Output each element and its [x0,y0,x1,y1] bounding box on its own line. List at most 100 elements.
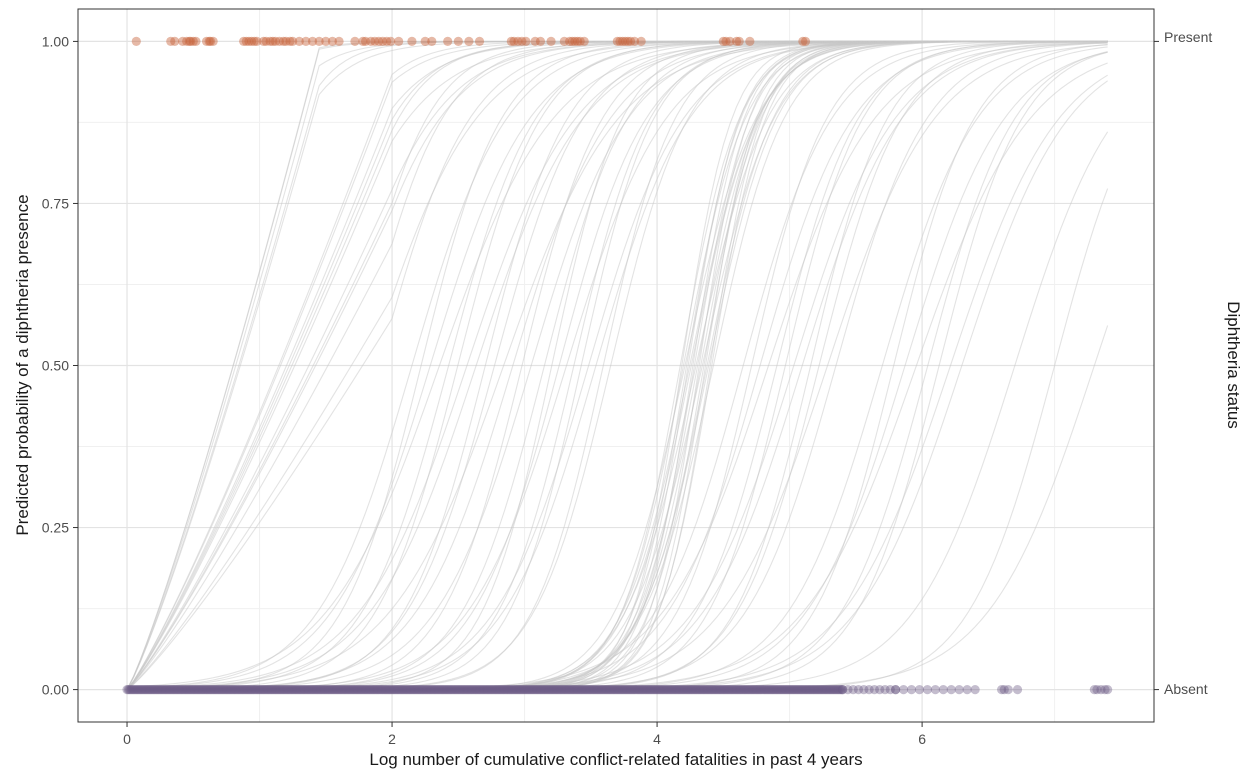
absent-point [579,684,589,695]
absent-point [158,684,168,695]
absent-point [832,684,842,695]
absent-point [810,684,820,695]
present-point [360,36,371,47]
absent-point [615,684,625,695]
absent-point [122,684,132,695]
absent-point [591,684,601,695]
absent-point [606,684,616,695]
absent-point [962,684,972,695]
absent-point [624,684,634,695]
present-point [620,36,630,47]
absent-point [584,684,595,695]
absent-point [294,684,304,695]
absent-point [465,684,475,695]
absent-point [207,684,217,695]
absent-point [127,684,137,695]
absent-point [625,684,636,695]
absent-point [162,684,172,695]
absent-point [759,684,770,695]
absent-point [804,684,815,695]
present-point [521,36,531,47]
prediction-curve [127,40,1108,689]
present-point [249,36,259,47]
absent-point [790,684,800,695]
absent-point [558,684,568,695]
absent-point [661,684,671,695]
absent-point [607,684,617,695]
absent-point [144,684,155,695]
absent-point [515,684,526,695]
absent-point [419,684,429,695]
absent-point [819,684,829,695]
absent-point [164,684,175,695]
absent-point [616,684,626,695]
absent-point [798,684,808,695]
absent-point [802,684,812,695]
absent-point [688,684,698,695]
absent-point [496,684,506,695]
absent-point [561,684,571,695]
absent-point [281,684,291,695]
absent-point [424,684,434,695]
absent-point [282,684,292,695]
absent-point [296,684,306,695]
absent-point [386,684,396,695]
prediction-curve [127,44,1108,691]
present-point [382,36,392,47]
absent-point [423,684,433,695]
present-point [572,36,583,47]
absent-point [368,684,379,695]
absent-point [236,684,246,695]
absent-point [751,684,762,695]
absent-point [812,684,823,695]
present-point [278,36,288,47]
present-point [239,36,249,47]
present-point [464,36,474,47]
absent-point [518,684,528,695]
absent-point [199,684,209,695]
absent-point [400,684,410,695]
absent-point [412,684,422,695]
absent-point [382,684,392,695]
absent-point [803,684,813,695]
absent-point [600,684,610,695]
absent-point [582,684,592,695]
absent-point [519,684,530,695]
absent-point [319,684,330,695]
absent-point [775,684,785,695]
absent-point [828,684,838,695]
absent-point [489,684,499,695]
absent-point [301,684,311,695]
absent-point [436,684,446,695]
absent-point [139,684,149,695]
absent-point [843,684,853,695]
absent-point [686,684,697,695]
absent-point [529,684,539,695]
absent-point [341,684,351,695]
absent-point [399,684,409,695]
absent-point [774,684,784,695]
absent-point [310,684,320,695]
absent-point [484,684,494,695]
present-point [374,36,384,47]
absent-point [337,684,347,695]
absent-point [875,684,885,695]
absent-point [254,684,265,695]
absent-point [769,684,779,695]
absent-point [761,684,771,695]
absent-point [1089,684,1099,695]
absent-point [667,684,677,695]
absent-point [791,684,801,695]
absent-point [706,684,717,695]
absent-point [533,684,543,695]
absent-point [142,684,152,695]
absent-point [179,684,189,695]
absent-point [134,684,144,695]
absent-point [753,684,763,695]
absent-point [228,684,238,695]
absent-point [485,684,495,695]
x-tick-label: 4 [653,731,661,747]
present-point [509,36,519,47]
absent-point [767,684,777,695]
observation-points [122,36,1113,695]
